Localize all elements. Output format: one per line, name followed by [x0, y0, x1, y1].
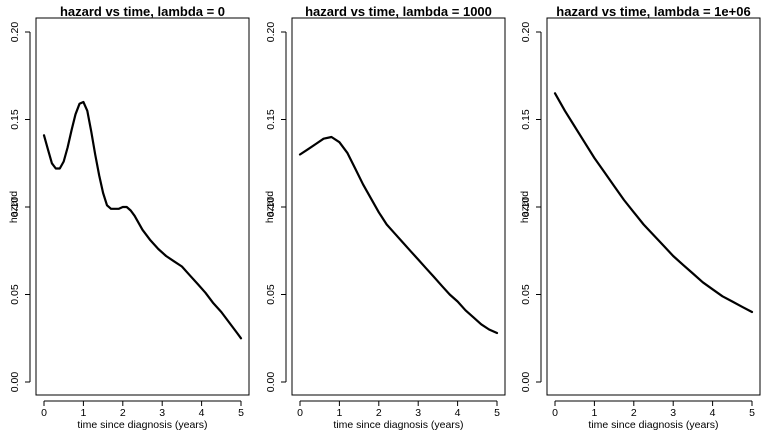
x-tick-label: 0 [297, 407, 303, 419]
x-axis-label: time since diagnosis (years) [333, 419, 463, 431]
series-line-1 [42, 100, 243, 340]
y-tick-label: 0.10 [520, 197, 532, 218]
y-axis-label: hazard [8, 191, 20, 223]
x-tick-label: 5 [749, 407, 755, 419]
x-axis-label: time since diagnosis (years) [77, 419, 207, 431]
y-tick-label: 0.05 [9, 284, 21, 305]
y-tick-label: 0.10 [9, 197, 21, 218]
y-tick-label: 0.15 [9, 109, 21, 130]
chart-title: hazard vs time, lambda = 1000 [305, 4, 492, 19]
chart-title: hazard vs time, lambda = 1e+06 [556, 4, 750, 19]
y-axis-label: hazard [264, 191, 276, 223]
chart-panel-1: hazard vs time, lambda = 0 0 1 2 3 4 5 time sin… [8, 4, 250, 431]
y-tick-label: 0.15 [265, 109, 277, 130]
y-tick-label: 0.00 [520, 372, 532, 393]
plot-frame [291, 17, 506, 396]
y-tick-label: 0.20 [9, 22, 21, 43]
y-tick-label: 0.05 [265, 284, 277, 305]
series-line-1 [298, 135, 499, 335]
chart-panel-2: hazard vs time, lambda = 1000 0 1 2 3 4 5 time … [264, 4, 506, 431]
x-tick-label: 0 [41, 407, 47, 419]
series-line-1 [553, 92, 754, 314]
x-tick-label: 1 [336, 407, 342, 419]
x-tick-label: 1 [591, 407, 597, 419]
chart-title: hazard vs time, lambda = 0 [60, 4, 225, 19]
chart-panel-3: hazard vs time, lambda = 1e+06 0 1 2 3 4 5 time… [519, 4, 761, 431]
y-tick-label: 0.10 [265, 197, 277, 218]
plot-frame [546, 17, 761, 396]
x-tick-label: 5 [494, 407, 500, 419]
y-tick-label: 0.15 [520, 109, 532, 130]
x-tick-label: 3 [670, 407, 676, 419]
y-tick-label: 0.00 [9, 372, 21, 393]
x-tick-label: 3 [415, 407, 421, 419]
x-tick-label: 4 [455, 407, 461, 419]
y-tick-label: 0.00 [265, 372, 277, 393]
y-tick-label: 0.05 [520, 284, 532, 305]
plot-frame [35, 17, 250, 396]
x-tick-label: 4 [710, 407, 716, 419]
y-tick-label: 0.20 [265, 22, 277, 43]
y-axis-label: hazard [519, 191, 531, 223]
x-tick-label: 5 [238, 407, 244, 419]
x-tick-label: 2 [631, 407, 637, 419]
y-tick-label: 0.20 [520, 22, 532, 43]
x-tick-label: 0 [552, 407, 558, 419]
x-tick-label: 3 [159, 407, 165, 419]
x-tick-label: 4 [199, 407, 205, 419]
x-tick-label: 2 [120, 407, 126, 419]
x-axis-label: time since diagnosis (years) [588, 419, 718, 431]
x-tick-label: 1 [80, 407, 86, 419]
x-tick-label: 2 [376, 407, 382, 419]
